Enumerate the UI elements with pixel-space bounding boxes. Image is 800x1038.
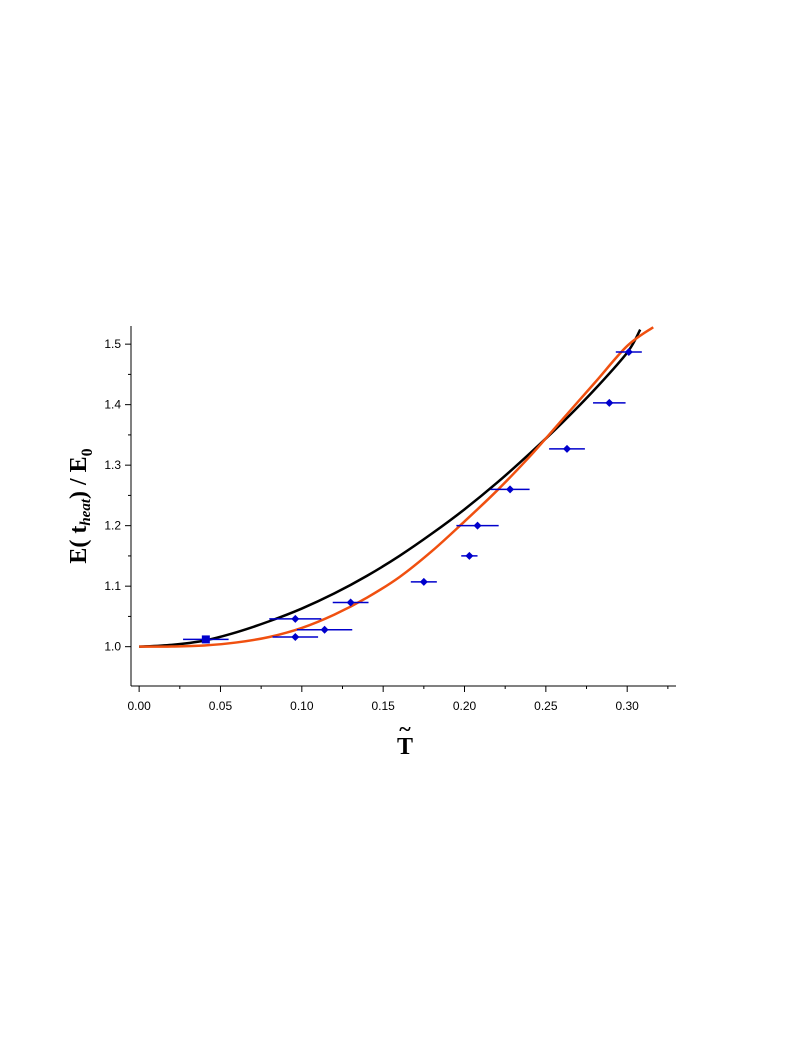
data-point [624, 348, 633, 357]
x-tick-label: 0.25 [534, 699, 558, 713]
data-point [465, 551, 474, 560]
data-point [563, 444, 571, 453]
x-axis-accent: ~ [399, 716, 411, 741]
data-point [346, 598, 355, 607]
data-point [605, 398, 614, 407]
y-ticks: 1.0 1.1 1.2 1.3 1.4 1.5 [104, 337, 131, 654]
data-point [473, 521, 482, 530]
y-tick-label: 1.5 [104, 337, 121, 351]
x-tick-label: 0.10 [290, 699, 314, 713]
axes [130, 326, 676, 687]
data-point [419, 577, 428, 586]
curve-series-0 [139, 329, 642, 648]
x-tick-label: 0.30 [616, 699, 640, 713]
y-axis-title: E( theat) / E0 [66, 448, 96, 563]
data-point [506, 485, 515, 494]
data-point [291, 632, 300, 641]
y-tick-label: 1.2 [104, 519, 121, 533]
curve-series-1 [139, 326, 654, 648]
y-tick-label: 1.0 [104, 640, 121, 654]
x-tick-label: 0.15 [371, 699, 395, 713]
x-axis-title: T [397, 734, 413, 760]
data-point [201, 635, 210, 644]
y-axis-title-sub2: 0 [79, 448, 96, 456]
data-point [291, 614, 300, 623]
y-axis-title-sub: heat [78, 498, 94, 526]
x-tick-label: 0.20 [453, 699, 477, 713]
x-tick-label: 0.05 [209, 699, 233, 713]
data-point [320, 625, 329, 634]
y-tick-label: 1.4 [104, 398, 121, 412]
x-tick-label: 0.00 [127, 699, 151, 713]
y-tick-label: 1.1 [104, 579, 121, 593]
x-ticks: 0.00 0.05 0.10 0.15 0.20 0.25 0.30 [127, 686, 669, 713]
y-axis-title-middle: ) / E [66, 456, 92, 499]
y-tick-label: 1.3 [104, 458, 121, 472]
series-layer [139, 326, 654, 648]
y-axis-title-prefix: E( t [66, 526, 92, 564]
